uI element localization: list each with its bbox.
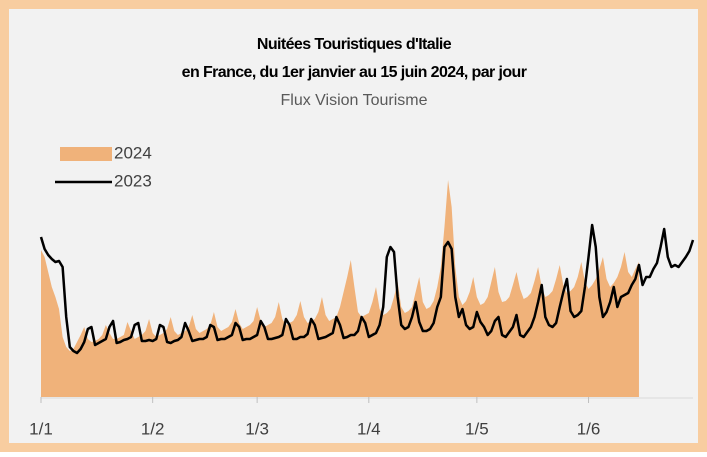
x-tick-label: 1/3 <box>245 419 269 438</box>
x-tick-label: 1/4 <box>357 419 381 438</box>
x-tick-label: 1/5 <box>465 419 489 438</box>
x-tick-label: 1/2 <box>141 419 165 438</box>
legend-swatch <box>60 147 112 161</box>
area <box>41 180 639 397</box>
chart-title: en France, du 1er janvier au 15 juin 202… <box>182 64 527 81</box>
chart-subtitle: Flux Vision Tourisme <box>280 92 427 109</box>
x-tick-label: 1/1 <box>29 419 53 438</box>
legend-label: 2023 <box>114 171 152 190</box>
line <box>39 223 695 355</box>
legend-label: 2024 <box>114 143 152 162</box>
x-tick-label: 1/6 <box>577 419 601 438</box>
chart-title: Nuitées Touristiques d'Italie <box>257 36 452 53</box>
